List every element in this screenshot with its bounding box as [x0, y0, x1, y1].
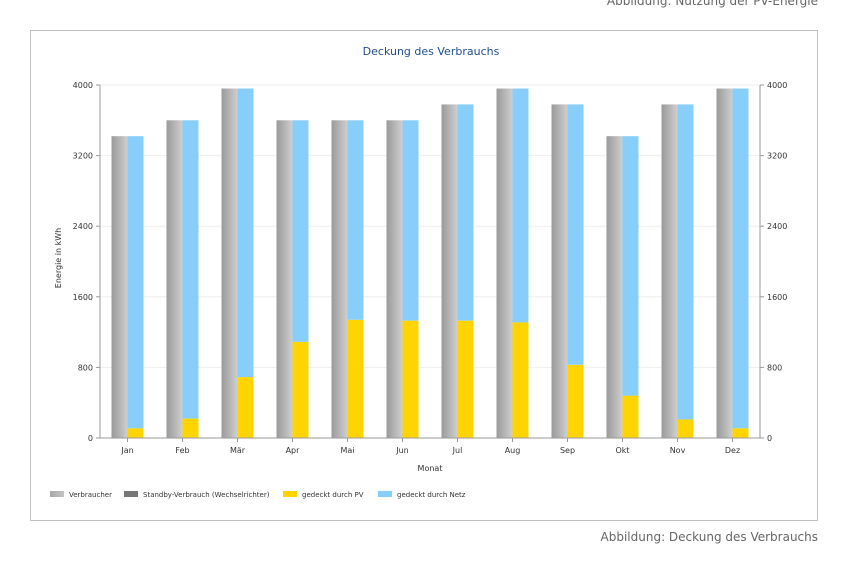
- x-tick-label: Jan: [120, 446, 133, 455]
- legend: Verbraucher Standby-Verbrauch (Wechselric…: [50, 491, 466, 499]
- bar-netz: [622, 136, 639, 396]
- top-caption: Abbildung: Nutzung der PV-Energie: [606, 0, 818, 8]
- bar-netz: [512, 88, 529, 323]
- bar-verbraucher: [331, 120, 348, 439]
- x-tick-label: Nov: [670, 446, 686, 455]
- bar-pv: [402, 320, 419, 438]
- bar-netz: [182, 120, 199, 419]
- bar-verbraucher: [716, 88, 733, 438]
- legend-swatch: [50, 491, 64, 497]
- bar-verbraucher: [221, 88, 238, 438]
- tick-labels: 0 0 800 800 1600 1600 2400 2400 3200 3200 4000 4000…: [73, 81, 788, 455]
- legend-label: gedeckt durch Netz: [397, 491, 466, 499]
- bars: [111, 88, 749, 439]
- x-tick-label: Dez: [725, 446, 740, 455]
- x-tick-label: Mai: [340, 446, 354, 455]
- bar-netz: [292, 120, 309, 342]
- legend-label: gedeckt durch PV: [302, 491, 364, 499]
- bar-verbraucher: [166, 120, 183, 439]
- x-tick-label: Jul: [452, 446, 463, 455]
- bar-pv: [457, 320, 474, 438]
- bar-pv: [292, 341, 309, 438]
- legend-label: Standby-Verbrauch (Wechselrichter): [143, 491, 270, 499]
- bar-netz: [567, 104, 584, 365]
- bar-verbraucher: [276, 120, 293, 439]
- legend-swatch: [378, 491, 392, 497]
- y-tick-label-left: 800: [78, 363, 93, 372]
- y-tick-label-left: 0: [88, 434, 93, 443]
- bar-pv: [567, 364, 584, 438]
- bar-pv: [677, 419, 694, 438]
- bar-netz: [237, 88, 254, 378]
- axes: [96, 84, 764, 442]
- chart-frame: Deckung des Verbrauchs Energie in kWh Mo…: [30, 30, 818, 521]
- x-axis-label: Monat: [418, 464, 443, 473]
- bar-pv: [237, 377, 254, 438]
- y-tick-label-right: 800: [767, 363, 782, 372]
- bar-verbraucher: [386, 120, 403, 439]
- bar-netz: [732, 88, 749, 429]
- bar-verbraucher: [606, 136, 623, 438]
- y-tick-label-right: 4000: [767, 81, 787, 90]
- x-tick-label: Sep: [560, 446, 575, 455]
- y-axis-label: Energie in kWh: [54, 228, 63, 288]
- bar-verbraucher: [111, 136, 128, 438]
- bar-pv: [732, 428, 749, 438]
- x-tick-label: Aug: [505, 446, 521, 455]
- x-tick-label: Apr: [286, 446, 301, 455]
- gridlines: [100, 84, 760, 368]
- bar-verbraucher: [441, 104, 458, 438]
- bar-netz: [402, 120, 419, 321]
- x-tick-label: Jun: [395, 446, 409, 455]
- bar-verbraucher: [551, 104, 568, 438]
- y-tick-label-left: 3200: [73, 152, 93, 161]
- legend-label: Verbraucher: [69, 491, 112, 499]
- x-tick-label: Okt: [615, 446, 629, 455]
- y-tick-label-right: 0: [767, 434, 772, 443]
- bar-verbraucher: [661, 104, 678, 438]
- y-tick-label-right: 2400: [767, 222, 787, 231]
- bar-pv: [622, 395, 639, 438]
- x-tick-label: Mär: [230, 446, 246, 455]
- legend-swatch: [283, 491, 297, 497]
- chart-svg: Deckung des Verbrauchs Energie in kWh Mo…: [50, 45, 788, 499]
- x-tick-label: Feb: [175, 446, 189, 455]
- bar-pv: [512, 322, 529, 438]
- y-tick-label-right: 3200: [767, 152, 787, 161]
- bar-netz: [677, 104, 694, 420]
- y-tick-label-left: 1600: [73, 293, 93, 302]
- bar-verbraucher: [496, 88, 513, 438]
- legend-swatch: [124, 491, 138, 497]
- bar-pv: [182, 418, 199, 438]
- bar-netz: [127, 136, 144, 429]
- bottom-caption: Abbildung: Deckung des Verbrauchs: [600, 530, 818, 544]
- bar-netz: [457, 104, 474, 321]
- bar-pv: [347, 319, 364, 438]
- y-tick-label-left: 4000: [73, 81, 93, 90]
- y-tick-label-left: 2400: [73, 222, 93, 231]
- bar-pv: [127, 428, 144, 438]
- chart-title: Deckung des Verbrauchs: [363, 45, 500, 58]
- bar-netz: [347, 120, 364, 320]
- y-tick-label-right: 1600: [767, 293, 787, 302]
